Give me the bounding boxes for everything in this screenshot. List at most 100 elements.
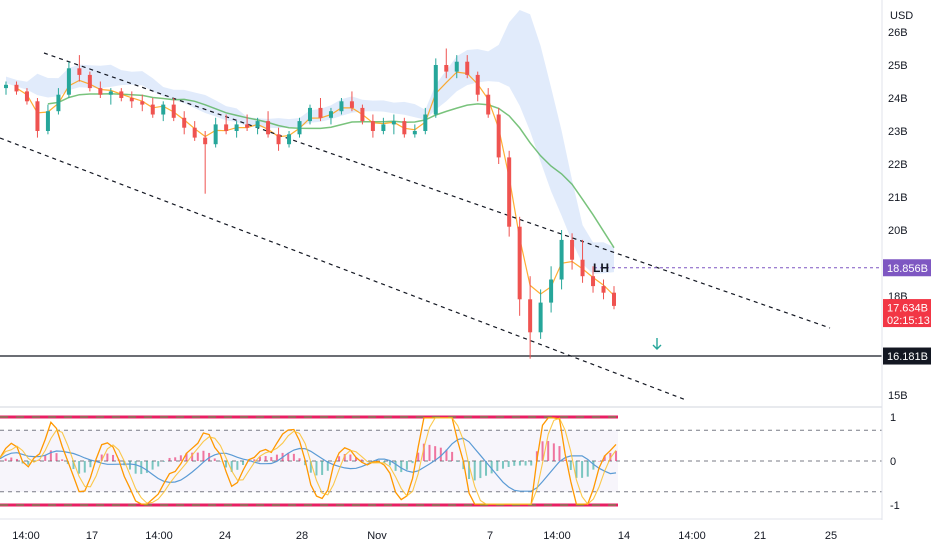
price-tag: [883, 347, 931, 365]
oscillator-histogram-bar: [355, 457, 358, 461]
candle-body: [14, 84, 19, 92]
oscillator-histogram-bar: [270, 457, 273, 461]
oscillator-tick-label: 1: [890, 412, 896, 424]
oscillator-histogram-bar: [428, 444, 431, 461]
candle-body: [203, 137, 208, 145]
candle-body: [234, 124, 239, 131]
oscillator-histogram-bar: [44, 455, 47, 461]
price-tick-label: 22B: [888, 159, 908, 171]
oscillator-histogram-bar: [4, 458, 7, 461]
candle-body: [580, 259, 585, 277]
currency-label: USD: [890, 10, 913, 22]
oscillator-histogram-bar: [15, 458, 18, 461]
oscillator-histogram-bar: [575, 461, 578, 478]
candle-body: [454, 61, 459, 72]
channel-upper-trendline: [43, 52, 831, 329]
oscillator-histogram-bar: [598, 460, 601, 462]
oscillator-histogram-bar: [321, 461, 324, 475]
oscillator-histogram-bar: [287, 452, 290, 461]
oscillator-histogram-bar: [196, 452, 199, 461]
price-tick-label: 20B: [888, 225, 908, 237]
oscillator-histogram-bar: [219, 461, 222, 462]
candle-body: [549, 279, 554, 303]
candle-body: [381, 124, 386, 131]
candle-body: [66, 68, 71, 95]
candle-body: [412, 131, 417, 135]
oscillator-histogram-bar: [456, 461, 459, 462]
candle-body: [150, 104, 155, 115]
oscillator-histogram-bar: [445, 449, 448, 461]
oscillator-histogram-bar: [292, 453, 295, 461]
oscillator-histogram-bar: [258, 456, 261, 461]
candle-body: [349, 101, 354, 108]
candle-body: [601, 286, 606, 293]
oscillator-histogram-bar: [106, 453, 109, 461]
candle-body: [266, 121, 271, 135]
oscillator-histogram-bar: [343, 453, 346, 461]
oscillator-histogram-bar: [275, 454, 278, 461]
oscillator-histogram-bar: [439, 447, 442, 461]
oscillator-histogram-bar: [72, 461, 75, 470]
oscillator-histogram-bar: [49, 450, 52, 461]
price-tick-label: 21B: [888, 192, 908, 204]
candle-body: [433, 65, 438, 115]
oscillator-histogram-bar: [264, 456, 267, 461]
time-tick-label: 14: [618, 530, 630, 542]
price-pane: LH: [0, 10, 882, 401]
candle-body: [391, 121, 396, 125]
oscillator-histogram-bar: [236, 461, 239, 470]
oscillator-histogram-bar: [603, 455, 606, 461]
oscillator-histogram-bar: [32, 461, 35, 462]
candle-body: [161, 104, 166, 115]
oscillator-histogram-bar: [558, 446, 561, 461]
oscillator-histogram-bar: [490, 461, 493, 474]
price-tag-label: 17.634B: [887, 303, 928, 315]
oscillator-histogram-bar: [581, 461, 584, 478]
oscillator-axis[interactable]: 1 0 -1: [890, 412, 900, 512]
candle-body: [276, 134, 281, 145]
price-tick-label: 24B: [888, 93, 908, 105]
oscillator-histogram-bar: [315, 461, 318, 476]
oscillator-histogram-bar: [309, 461, 312, 473]
candle-body: [465, 61, 470, 75]
oscillator-histogram-bar: [162, 461, 165, 462]
oscillator-histogram-bar: [202, 450, 205, 461]
candle-body: [35, 101, 40, 131]
price-tag-countdown: 02:15:13: [887, 315, 930, 327]
oscillator-histogram-bar: [586, 461, 589, 477]
oscillator-tick-label: 0: [890, 456, 896, 468]
oscillator-histogram-bar: [360, 459, 363, 461]
oscillator-histogram-bar: [569, 461, 572, 470]
oscillator-histogram-bar: [253, 459, 256, 461]
candle-body: [171, 104, 176, 118]
oscillator-histogram-bar: [479, 461, 482, 479]
moving-average-fast: [16, 71, 615, 296]
price-tick-label: 25B: [888, 60, 908, 72]
oscillator-histogram-bar: [10, 457, 13, 461]
candle-body: [24, 91, 29, 102]
oscillator-histogram-bar: [388, 461, 391, 466]
oscillator-histogram-bar: [496, 461, 499, 472]
time-axis[interactable]: 14:00 17 14:00 24 28 Nov 7 14:00 14 14:00 21 25: [12, 530, 837, 542]
candle-body: [486, 94, 491, 115]
oscillator-histogram: [0, 441, 617, 481]
candle-body: [612, 292, 616, 306]
oscillator-histogram-bar: [140, 461, 143, 475]
oscillator-histogram-bar: [168, 457, 171, 461]
candle-body: [339, 101, 344, 112]
oscillator-histogram-bar: [145, 461, 148, 473]
candle-body: [507, 157, 512, 227]
candle-body: [528, 299, 533, 333]
oscillator-histogram-bar: [89, 461, 92, 468]
candle-body: [77, 68, 82, 75]
price-tick-label: 15B: [888, 390, 908, 402]
price-tick-label: 26B: [888, 27, 908, 39]
time-tick-label: 17: [86, 530, 98, 542]
time-tick-label: 25: [825, 530, 837, 542]
candle-body: [517, 226, 522, 300]
candle-body: [318, 107, 323, 118]
oscillator-histogram-bar: [332, 461, 335, 462]
candle-body: [108, 91, 113, 95]
